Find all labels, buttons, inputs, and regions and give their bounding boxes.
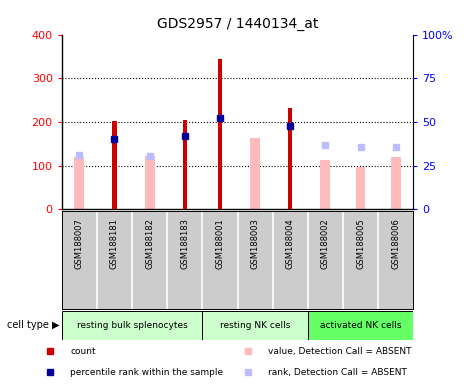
Bar [250,138,260,209]
Bar [113,121,116,209]
Text: GSM188181: GSM188181 [110,218,119,269]
Bar [75,157,84,209]
Text: GSM188007: GSM188007 [75,218,84,269]
Bar [308,311,413,340]
Bar [145,156,154,209]
Text: GSM188005: GSM188005 [356,218,365,269]
Bar [202,311,308,340]
Text: GSM188002: GSM188002 [321,218,330,269]
Text: resting NK cells: resting NK cells [220,321,290,330]
Text: GSM188003: GSM188003 [251,218,259,269]
Text: count: count [70,346,96,356]
Bar [288,108,292,209]
Text: activated NK cells: activated NK cells [320,321,401,330]
Text: value, Detection Call = ABSENT: value, Detection Call = ABSENT [268,346,412,356]
Text: GSM188004: GSM188004 [286,218,294,269]
Title: GDS2957 / 1440134_at: GDS2957 / 1440134_at [157,17,318,31]
Text: percentile rank within the sample: percentile rank within the sample [70,367,223,377]
Bar [356,167,365,209]
Bar [62,311,202,340]
Bar [183,120,187,209]
Text: rank, Detection Call = ABSENT: rank, Detection Call = ABSENT [268,367,407,377]
Text: GSM188001: GSM188001 [216,218,224,269]
Text: GSM188182: GSM188182 [145,218,154,269]
Text: GSM188006: GSM188006 [391,218,400,269]
Bar [391,157,400,209]
Bar [321,161,330,209]
Text: GSM188183: GSM188183 [180,218,189,269]
Text: cell type ▶: cell type ▶ [8,320,60,331]
Bar [218,59,222,209]
Text: resting bulk splenocytes: resting bulk splenocytes [76,321,188,330]
